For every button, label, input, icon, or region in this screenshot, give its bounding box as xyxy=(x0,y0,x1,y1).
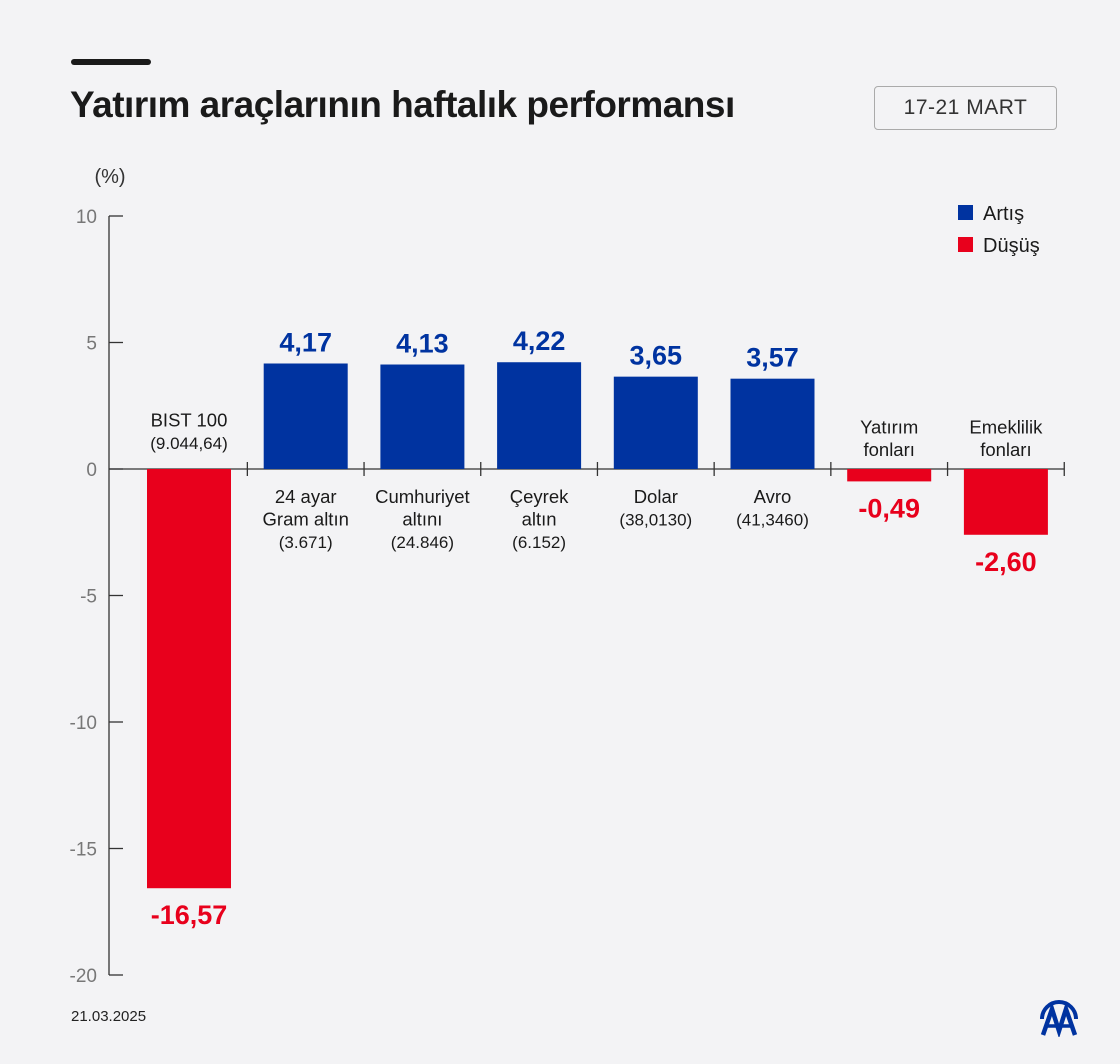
legend-swatch xyxy=(958,205,973,220)
data-label: 3,57 xyxy=(746,343,799,373)
category-label: 24 ayar xyxy=(275,486,337,507)
legend-label: Düşüş xyxy=(983,235,1040,257)
category-label: Avro xyxy=(754,486,792,507)
category-label: Emeklilik xyxy=(969,417,1043,438)
legend-label: Artış xyxy=(983,203,1024,225)
category-label: (6.152) xyxy=(512,533,566,552)
page-title: Yatırım araçlarının haftalık performansı xyxy=(70,84,735,125)
bar xyxy=(963,469,1048,535)
footer-date: 21.03.2025 xyxy=(71,1008,147,1025)
bar xyxy=(730,378,815,469)
y-tick-label: -5 xyxy=(80,587,97,608)
decorative-bar xyxy=(71,59,151,65)
category-label: (24.846) xyxy=(391,533,454,552)
y-tick-label: 10 xyxy=(76,207,97,228)
category-label: fonları xyxy=(980,439,1031,460)
category-label: (3.671) xyxy=(279,533,333,552)
data-label: 4,13 xyxy=(396,329,449,359)
y-tick-label: 5 xyxy=(86,334,97,355)
bar xyxy=(497,362,582,469)
category-label: altın xyxy=(522,509,557,530)
data-label: -0,49 xyxy=(858,493,920,523)
category-label: BIST 100 xyxy=(151,410,228,431)
bar xyxy=(613,376,698,469)
y-tick-label: 0 xyxy=(86,460,97,481)
data-label: 4,17 xyxy=(279,327,332,357)
data-label: -2,60 xyxy=(975,547,1037,577)
category-label: Dolar xyxy=(634,486,678,507)
data-label: 3,65 xyxy=(630,341,683,371)
bar xyxy=(263,363,348,469)
y-tick-label: -10 xyxy=(70,713,97,734)
data-label: -16,57 xyxy=(151,900,228,930)
y-tick-label: -20 xyxy=(70,966,97,987)
category-label: Cumhuriyet xyxy=(375,486,470,507)
category-label: fonları xyxy=(863,439,914,460)
legend-swatch xyxy=(958,237,973,252)
date-range-badge: 17-21 MART xyxy=(874,86,1057,130)
data-label: 4,22 xyxy=(513,326,566,356)
category-label: altını xyxy=(402,509,442,530)
category-label: (38,0130) xyxy=(619,511,692,530)
category-label: Yatırım xyxy=(860,417,918,438)
bar xyxy=(147,469,231,889)
bar xyxy=(847,469,932,482)
category-label: Gram altın xyxy=(263,509,349,530)
category-label: (9.044,64) xyxy=(150,434,228,453)
bar xyxy=(380,364,465,469)
y-axis-label: (%) xyxy=(94,166,125,188)
aa-logo-icon xyxy=(1040,1000,1078,1037)
category-label: Çeyrek xyxy=(510,486,569,507)
category-label: (41,3460) xyxy=(736,511,809,530)
y-tick-label: -15 xyxy=(70,840,97,861)
